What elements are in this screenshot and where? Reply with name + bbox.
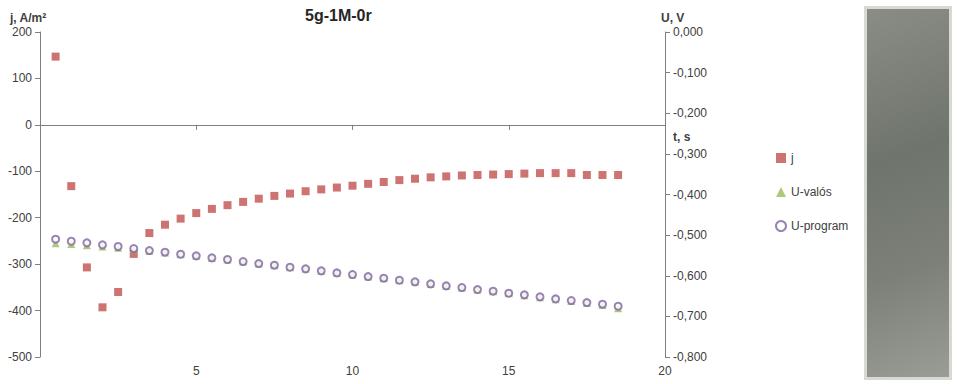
svg-text:10: 10 bbox=[346, 364, 360, 378]
svg-text:5: 5 bbox=[193, 364, 200, 378]
svg-text:j, A/m²: j, A/m² bbox=[9, 11, 46, 25]
svg-text:-0,700: -0,700 bbox=[673, 309, 707, 323]
svg-text:-0,100: -0,100 bbox=[673, 66, 707, 80]
svg-text:-100: -100 bbox=[8, 164, 32, 178]
svg-text:200: 200 bbox=[12, 25, 32, 39]
svg-text:5g-1M-0r: 5g-1M-0r bbox=[305, 7, 372, 24]
svg-text:15: 15 bbox=[502, 364, 516, 378]
svg-text:0: 0 bbox=[25, 118, 32, 132]
svg-text:-300: -300 bbox=[8, 257, 32, 271]
svg-text:-0,300: -0,300 bbox=[673, 147, 707, 161]
svg-text:-0,800: -0,800 bbox=[673, 350, 707, 364]
svg-text:j: j bbox=[790, 151, 794, 165]
svg-text:-0,400: -0,400 bbox=[673, 188, 707, 202]
svg-text:-0,200: -0,200 bbox=[673, 106, 707, 120]
svg-text:0,000: 0,000 bbox=[673, 25, 703, 39]
svg-text:-0,500: -0,500 bbox=[673, 228, 707, 242]
svg-text:U-valós: U-valós bbox=[791, 185, 832, 199]
svg-text:20: 20 bbox=[658, 364, 672, 378]
svg-text:t, s: t, s bbox=[673, 130, 691, 144]
svg-text:U, V: U, V bbox=[661, 11, 684, 25]
svg-text:U-program: U-program bbox=[791, 219, 848, 233]
svg-text:-500: -500 bbox=[8, 350, 32, 364]
svg-text:100: 100 bbox=[12, 71, 32, 85]
svg-text:-200: -200 bbox=[8, 211, 32, 225]
svg-text:-400: -400 bbox=[8, 304, 32, 318]
svg-text:-0,600: -0,600 bbox=[673, 269, 707, 283]
